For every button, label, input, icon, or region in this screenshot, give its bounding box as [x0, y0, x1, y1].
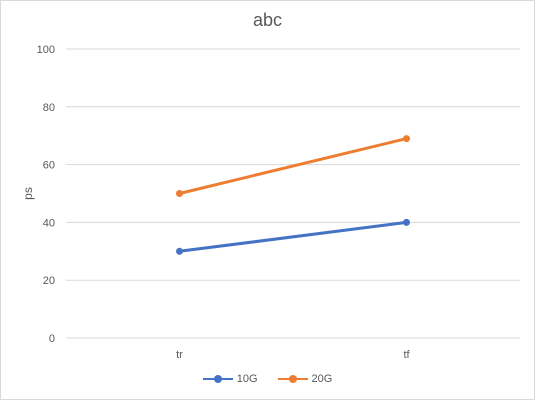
legend-marker-10g — [202, 374, 233, 384]
series-line-10G — [178, 220, 408, 253]
x-tick-label-tr: tr — [176, 349, 183, 361]
legend-label-10g: 10G — [236, 373, 258, 385]
legend-marker-20g — [277, 374, 308, 384]
x-tick-label-tf: tf — [403, 349, 410, 361]
chart-legend: 10G 20G — [0, 373, 535, 385]
data-point-10G-tr — [176, 247, 183, 255]
data-point-10G-tf — [403, 218, 410, 226]
legend-item-20g: 20G — [277, 373, 333, 385]
data-point-20G-tf — [403, 135, 410, 143]
y-tick-label-100: 100 — [37, 44, 55, 56]
y-tick-label-60: 60 — [43, 160, 55, 172]
data-point-20G-tr — [176, 190, 183, 197]
y-tick-label-20: 20 — [43, 275, 55, 287]
y-tick-label-0: 0 — [49, 333, 55, 345]
series-line-20G — [178, 137, 408, 195]
chart-title: abc — [252, 10, 283, 30]
y-axis-label: ps — [21, 187, 35, 200]
y-tick-label-80: 80 — [43, 102, 55, 114]
legend-item-10g: 10G — [202, 373, 258, 385]
legend-label-20g: 20G — [311, 373, 333, 385]
y-tick-label-40: 40 — [43, 217, 55, 229]
